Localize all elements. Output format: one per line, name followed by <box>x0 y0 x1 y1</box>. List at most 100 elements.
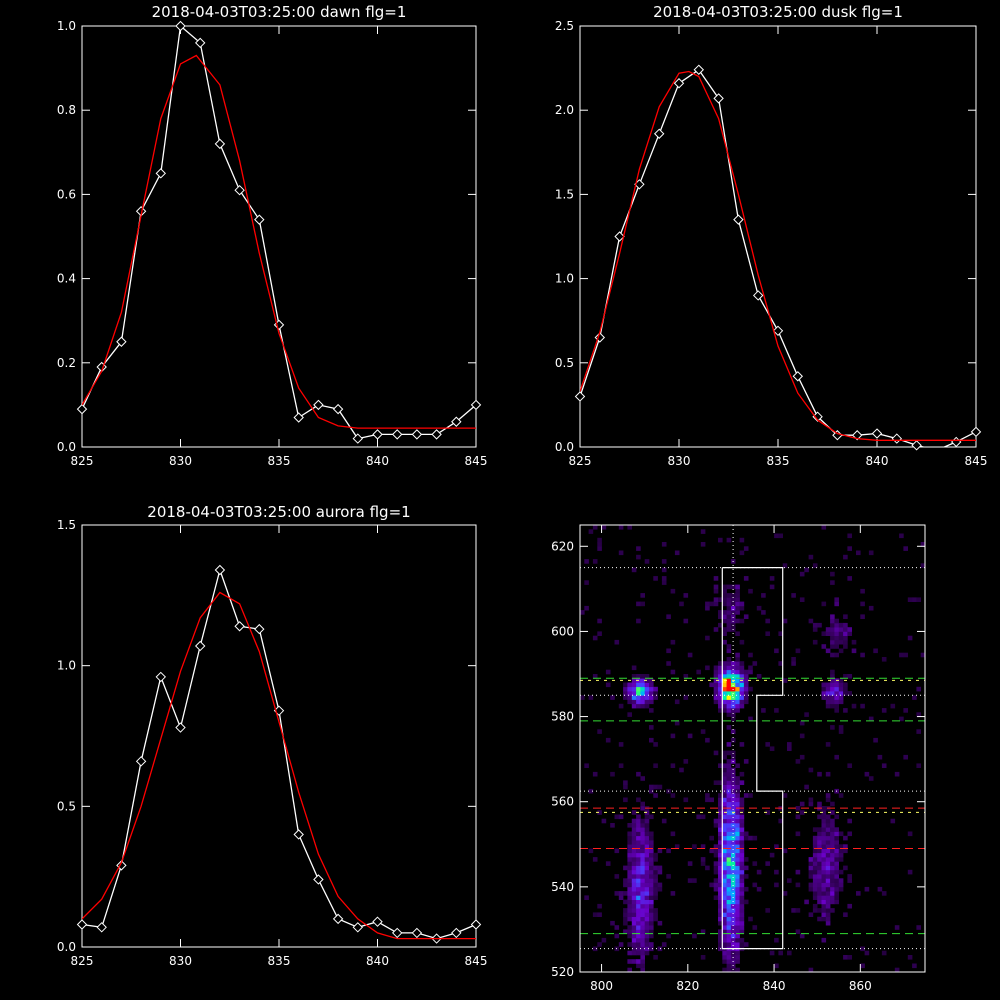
heatmap-cell <box>739 771 745 777</box>
heatmap-cell <box>838 857 844 862</box>
heatmap-cell <box>838 678 844 683</box>
heatmap-cell <box>834 631 839 636</box>
heatmap-cell <box>627 878 632 883</box>
heatmap-cell <box>795 908 801 913</box>
heatmap-cell <box>834 754 839 760</box>
x-tick-label: 835 <box>268 454 291 468</box>
heatmap-cell <box>640 925 645 930</box>
heatmap-cell <box>631 686 637 692</box>
heatmap-cell <box>718 929 723 934</box>
heatmap-cell <box>735 665 740 671</box>
heatmap-cell <box>730 593 736 598</box>
heatmap-cell <box>718 806 723 811</box>
heatmap-cell <box>774 708 779 713</box>
heatmap-cell <box>834 618 839 624</box>
heatmap-cell <box>726 933 732 939</box>
heatmap-cell <box>640 908 645 913</box>
heatmap-cell <box>860 614 865 619</box>
heatmap-cell <box>726 848 732 854</box>
heatmap-cell <box>726 678 732 683</box>
heatmap-cell <box>730 933 736 939</box>
heatmap-cell <box>718 869 723 875</box>
data-point-marker <box>214 138 226 150</box>
x-tick-label: 840 <box>763 979 786 993</box>
heatmap-cell <box>851 648 857 654</box>
heatmap-cell <box>730 852 736 858</box>
heatmap-cell <box>631 933 637 939</box>
heatmap-cell <box>847 576 852 581</box>
heatmap-cell <box>644 848 650 854</box>
heatmap-cell <box>726 908 732 913</box>
heatmap-cell <box>631 682 637 688</box>
heatmap-cell <box>636 963 641 969</box>
plot-frame <box>81 25 477 448</box>
heatmap-cell <box>782 678 788 683</box>
heatmap-cell <box>743 682 749 688</box>
heatmap-cell <box>821 827 827 832</box>
heatmap-cell <box>739 920 745 926</box>
heatmap-cell <box>756 674 762 679</box>
heatmap-cell <box>752 882 758 888</box>
heatmap-cell <box>847 627 852 632</box>
heatmap-cell <box>687 861 693 866</box>
heatmap-cell <box>726 920 732 926</box>
heatmap-cell <box>722 861 727 866</box>
heatmap-cell <box>752 861 758 866</box>
heatmap-cell <box>834 895 839 900</box>
heatmap-cell <box>653 695 658 700</box>
heatmap-cell <box>649 891 654 896</box>
heatmap-cell <box>644 950 650 956</box>
heatmap-cell <box>636 925 641 930</box>
heatmap-cell <box>769 852 775 858</box>
heatmap-cell <box>735 818 740 824</box>
heatmap-cell <box>636 912 641 917</box>
heatmap-cell <box>847 533 852 539</box>
heatmap-cell <box>830 886 835 892</box>
heatmap-cell <box>739 840 745 845</box>
heatmap-cell <box>726 584 732 590</box>
heatmap-cell <box>735 827 740 832</box>
heatmap-cell <box>812 627 818 632</box>
heatmap-cell <box>838 793 844 798</box>
heatmap-cell <box>735 823 740 828</box>
heatmap-cell <box>726 669 732 675</box>
heatmap-cell <box>726 657 732 662</box>
heatmap-cell <box>713 865 719 871</box>
heatmap-cell <box>614 848 620 854</box>
heatmap-cell <box>653 852 658 858</box>
heatmap-cell <box>631 831 637 837</box>
heatmap-cell <box>739 827 745 832</box>
heatmap-cell <box>735 797 740 803</box>
heatmap-cell <box>631 567 637 573</box>
heatmap-cell <box>864 886 870 892</box>
heatmap-cell <box>774 937 779 943</box>
selection-box <box>721 566 784 950</box>
heatmap-cell <box>821 695 827 700</box>
data-point-marker <box>194 640 206 652</box>
panel-aurora: 2018-04-03T03:25:00 aurora flg=1 825 830 8… <box>57 503 488 968</box>
heatmap-cell <box>838 695 844 700</box>
heatmap-cell <box>868 776 874 781</box>
heatmap-cell <box>799 754 805 760</box>
heatmap-cell <box>713 878 719 883</box>
heatmap-cell <box>730 814 736 820</box>
heatmap-cell <box>830 895 835 900</box>
y-tick-label: 0.2 <box>57 356 76 370</box>
heatmap-cell <box>830 627 835 632</box>
heatmap-cell <box>644 695 650 700</box>
heatmap-cell <box>636 703 641 709</box>
y-tick-label: 0.4 <box>57 272 76 286</box>
series-marks <box>76 20 482 444</box>
heatmap-cell <box>627 852 632 858</box>
heatmap-cell <box>627 835 632 841</box>
heatmap-cell <box>739 929 745 934</box>
heatmap-cell <box>718 831 723 837</box>
heatmap-cell <box>735 686 740 692</box>
heatmap-cell <box>825 857 831 862</box>
heatmap-cell <box>640 674 645 679</box>
heatmap-cell <box>735 908 740 913</box>
heatmap-cell <box>735 708 740 713</box>
heatmap-cell <box>743 942 749 947</box>
heatmap-cell <box>748 588 753 594</box>
heatmap-cell <box>730 920 736 926</box>
